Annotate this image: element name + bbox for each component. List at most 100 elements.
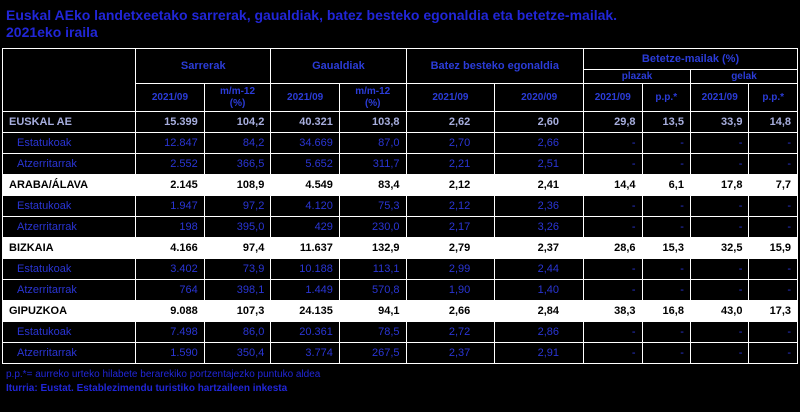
cell: 94,1 [338,300,407,323]
footnotes: p.p.*= aurreko urteko hilabete berarekik… [6,368,798,395]
cell: - [748,342,798,365]
cell: 10.188 [270,258,340,281]
cell: 2,37 [494,237,585,260]
cell: 9.088 [135,300,205,323]
cell: 28,6 [583,237,643,260]
cell: 366,5 [203,153,272,176]
column-header: p.p.* [748,83,798,113]
cell: - [641,195,691,218]
cell: - [583,153,643,176]
table-row: ARABA/ÁLAVA 2.145 108,9 4.549 83,4 2,12 2,41 14… [1,174,798,197]
cell: 2.552 [135,153,205,176]
table-row: GIPUZKOA 9.088 107,3 24.135 94,1 2,66 2,84 38,3… [1,300,798,323]
cell: - [583,195,643,218]
cell: 2,62 [405,111,496,134]
cell: - [748,258,798,281]
cell: 7,7 [748,174,798,197]
cell: - [748,279,798,302]
cell: - [641,279,691,302]
cell: - [689,153,750,176]
row-label: Estatukoak [1,258,137,281]
cell: 4.120 [270,195,340,218]
row-label: GIPUZKOA [1,300,137,323]
cell: 1.449 [270,279,340,302]
cell: 78,5 [338,321,407,344]
cell: - [748,195,798,218]
cell: 7.498 [135,321,205,344]
cell: 86,0 [203,321,272,344]
column-header: 2021/09 [270,83,340,113]
cell: 429 [270,216,340,239]
cell: 15,3 [641,237,691,260]
page-title-line1: Euskal AEko landetxeetako sarrerak, gaua… [6,7,618,23]
row-label: Estatukoak [1,195,137,218]
subgroup-header-gelak: gelak [689,69,799,85]
cell: 2,66 [494,132,585,155]
cell: 12.847 [135,132,205,155]
cell: 398,1 [203,279,272,302]
cell: - [689,132,750,155]
cell: 198 [135,216,205,239]
cell: 267,5 [338,342,407,365]
cell: 2,17 [405,216,496,239]
cell: - [689,258,750,281]
cell: 1,40 [494,279,585,302]
cell: - [689,321,750,344]
table-row: Atzerritarrak 198 395,0 429 230,0 2,17 3,26- - -… [1,216,798,239]
cell: 3.774 [270,342,340,365]
table-body: EUSKAL AE 15.399 104,2 40.321 103,8 2,62 2,60 2… [1,111,798,365]
cell: 2,79 [405,237,496,260]
group-header-sarrerak: Sarrerak [135,48,272,85]
cell: - [583,132,643,155]
group-header-batez-besteko-egonaldia: Batez besteko egonaldia [405,48,585,85]
row-label: Atzerritarrak [1,279,137,302]
cell: 2,36 [494,195,585,218]
cell: 350,4 [203,342,272,365]
cell: 2,44 [494,258,585,281]
cell: 24.135 [270,300,340,323]
page-title: Euskal AEko landetxeetako sarrerak, gaua… [6,7,798,41]
row-label: Atzerritarrak [1,342,137,365]
cell: 34.669 [270,132,340,155]
subgroup-header-row: plazak gelak [3,69,799,85]
table-row: Estatukoak 12.847 84,2 34.669 87,0 2,70 2,66- -… [1,132,798,155]
cell: 3.402 [135,258,205,281]
column-header: p.p.* [641,83,691,113]
table-row: Estatukoak 1.947 97,2 4.120 75,3 2,12 2,36- - - - [1,195,798,218]
cell: - [583,258,643,281]
cell: - [748,321,798,344]
cell: 132,9 [338,237,407,260]
cell: 2,70 [405,132,496,155]
row-label: EUSKAL AE [1,111,137,134]
column-header: 2021/09 [135,83,205,113]
cell: 107,3 [203,300,272,323]
column-header: m/m-12 (%) [203,83,272,113]
cell: - [748,153,798,176]
cell: 73,9 [203,258,272,281]
cell: - [689,195,750,218]
cell: 6,1 [641,174,691,197]
cell: 2,21 [405,153,496,176]
cell: - [641,258,691,281]
cell: 11.637 [270,237,340,260]
table-header: Sarrerak Gaualdiak Batez besteko egonald… [1,48,799,113]
stats-table: Sarrerak Gaualdiak Batez besteko egonald… [1,48,799,365]
row-label: Estatukoak [1,132,137,155]
cell: 311,7 [338,153,407,176]
cell: 764 [135,279,205,302]
table-row: Estatukoak 7.498 86,0 20.361 78,5 2,72 2,86- - -… [1,321,798,344]
column-header: 2020/09 [494,83,585,113]
column-header-row: 2021/09 m/m-12 (%) 2021/09 m/m-12 (%) 20… [3,83,798,113]
cell: 15,9 [748,237,798,260]
column-header: 2021/09 [583,83,643,113]
cell: 2,72 [405,321,496,344]
cell: 43,0 [689,300,750,323]
cell: 17,3 [748,300,798,323]
cell: - [641,216,691,239]
page: Euskal AEko landetxeetako sarrerak, gaua… [1,7,799,395]
cell: 15.399 [135,111,205,134]
cell: 20.361 [270,321,340,344]
cell: 2,37 [405,342,496,365]
cell: 3,26 [494,216,585,239]
cell: 113,1 [338,258,407,281]
